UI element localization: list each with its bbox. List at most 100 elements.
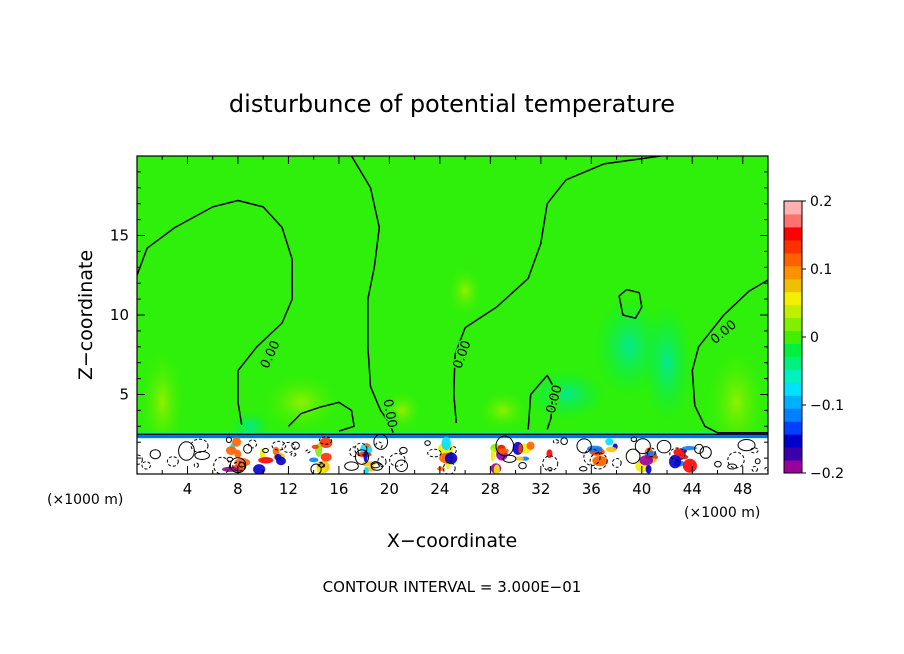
surface-contour [764, 466, 768, 471]
shading-blob [140, 347, 185, 458]
surface-contour [576, 438, 592, 454]
colorbar-swatch [784, 408, 802, 422]
y-axis-label: Z−coordinate [75, 250, 97, 380]
surface-contour [737, 438, 756, 452]
colorbar-swatch [784, 434, 802, 448]
x-axis: 4 8 12 16 20 24 28 32 36 40 44 48 [161, 156, 752, 498]
surface-contour [354, 442, 368, 457]
surface-patch [319, 437, 333, 449]
surface-contour [727, 451, 745, 469]
surface-contour [375, 441, 383, 450]
surface-contour [611, 458, 622, 468]
surface-contour [579, 466, 588, 472]
field-shading [140, 266, 767, 458]
y-tick-label: 15 [110, 227, 129, 245]
surface-patch [274, 454, 282, 461]
contour-lines [137, 156, 768, 435]
surface-contour [193, 462, 199, 468]
surface-contour [190, 438, 209, 453]
x-tick-label: 44 [683, 480, 702, 498]
colorbar-swatch [784, 382, 802, 396]
contour-label: 0.00 [380, 398, 400, 429]
contour-line [691, 279, 768, 434]
surface-contour [625, 448, 641, 464]
surface-patch [232, 437, 242, 447]
y-tick-label: 5 [119, 386, 129, 404]
surface-contour [290, 452, 297, 457]
shading-blob [477, 390, 528, 431]
surface-contour [389, 452, 406, 467]
chart-title: disturbunce of potential temperature [229, 90, 675, 118]
colorbar-swatch [784, 304, 802, 319]
colorbar-swatch [784, 201, 802, 215]
contour-line [527, 374, 555, 430]
surface-contour [213, 456, 231, 474]
surface-contour [281, 441, 296, 453]
surface-contour [495, 435, 515, 457]
colorbar-swatch [784, 460, 802, 474]
colorbar-label: 0 [810, 330, 819, 346]
colorbar-swatch [784, 343, 802, 357]
surface-contour [714, 460, 722, 468]
surface-contour [317, 461, 325, 468]
surface-patch [309, 457, 319, 463]
surface-contour [630, 436, 638, 443]
colorbar-swatch [784, 330, 802, 344]
surface-contour [560, 437, 568, 446]
surface-contour [669, 447, 686, 461]
surface-contour [442, 461, 456, 474]
surface-contour [751, 466, 758, 473]
surface-patch [515, 456, 524, 461]
surface-contour [542, 455, 559, 472]
surface-contour [727, 463, 738, 470]
contour-line [287, 401, 355, 432]
surface-contour [318, 436, 333, 445]
surface-patch [681, 446, 697, 451]
colorbar-label: −0.1 [810, 398, 844, 414]
surface-patch [668, 454, 682, 469]
surface-contour [344, 461, 359, 471]
surface-patch [444, 452, 458, 465]
surface-patch [518, 444, 523, 454]
x-tick-label: 48 [733, 480, 752, 498]
surface-contour [349, 446, 360, 458]
x-tick-label: 16 [329, 480, 348, 498]
surface-patch [363, 466, 369, 474]
colorbar-swatch [784, 291, 802, 306]
colorbar-swatch [784, 447, 802, 461]
surface-patch [437, 466, 445, 471]
surface-contour [243, 444, 253, 454]
colorbar-swatch [784, 395, 802, 409]
surface-patch [272, 446, 280, 456]
colorbar-swatch [784, 239, 802, 254]
surface-patch [311, 444, 319, 449]
surface-contour [291, 441, 300, 450]
shading-blob [642, 302, 693, 423]
surface-contour [547, 467, 553, 471]
x-tick-label: 12 [279, 480, 298, 498]
x-tick-label: 24 [430, 480, 449, 498]
y-axis: 5 10 15 [110, 171, 768, 459]
x-tick-label: 36 [582, 480, 601, 498]
surface-contour [694, 443, 705, 455]
shading-blob [261, 372, 342, 433]
colorbar-swatch [784, 356, 802, 370]
surface-layer-edge [137, 435, 768, 439]
surface-contour [310, 463, 322, 474]
x-axis-label: X−coordinate [387, 530, 517, 552]
colorbar-label: 0.2 [810, 194, 832, 210]
surface-patch [225, 446, 237, 455]
plot-area: 0.000.000.000.000.00 [137, 156, 768, 474]
surface-contour [634, 438, 651, 455]
shading-blob [447, 266, 484, 317]
surface-contour [370, 461, 381, 469]
surface-patch [320, 452, 332, 462]
colorbar: 0.2 0.1 0 −0.1 −0.2 [783, 194, 844, 482]
colorbar-swatch [784, 421, 802, 435]
colorbar-swatch [784, 226, 802, 241]
surface-patch [496, 448, 509, 454]
surface-contour [271, 440, 287, 451]
surface-contour [141, 461, 151, 470]
x-tick-label: 32 [531, 480, 550, 498]
